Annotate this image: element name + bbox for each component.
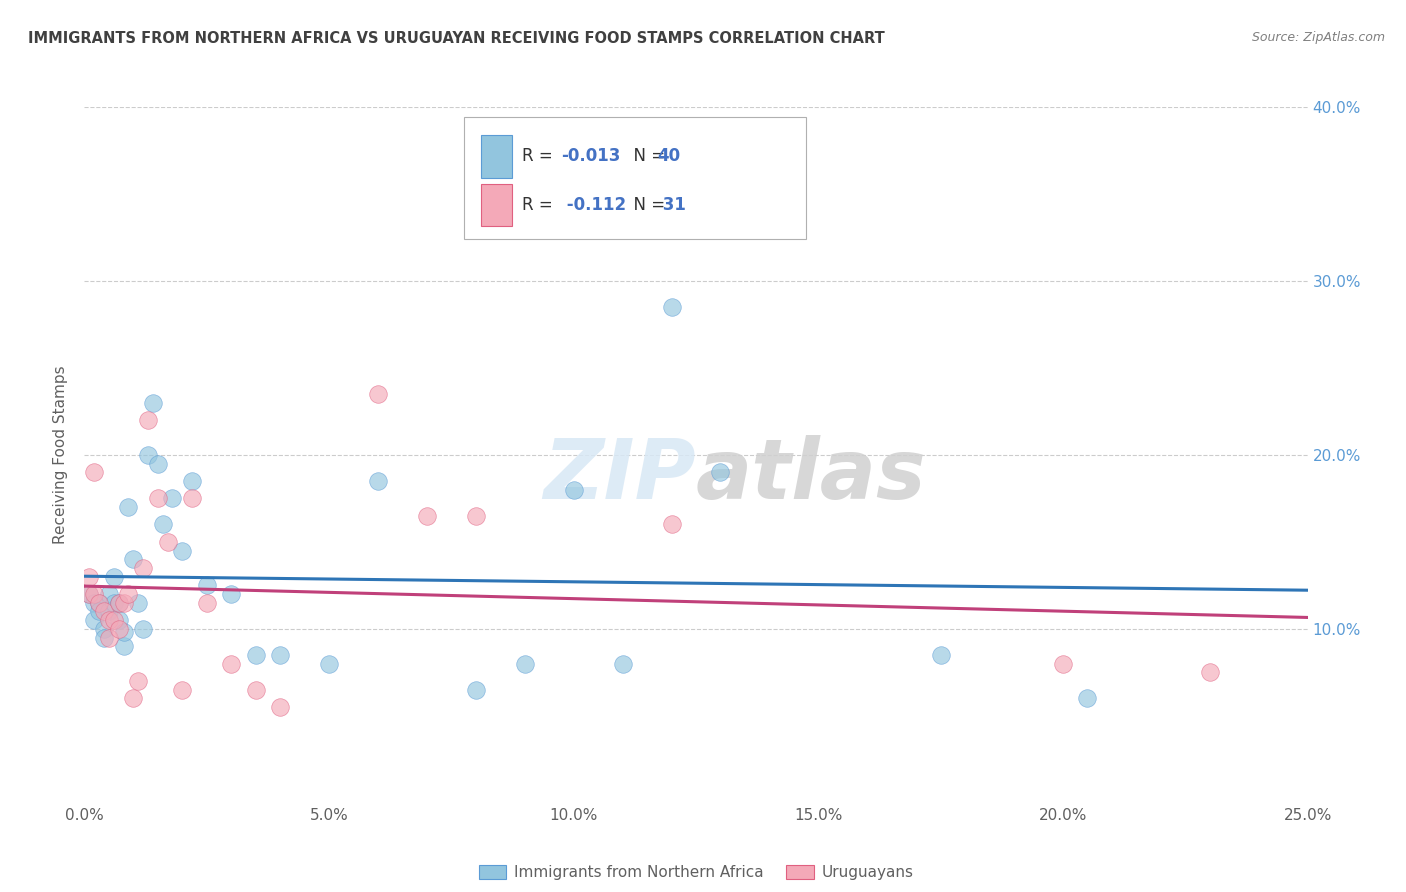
Point (87, 605, 110, 619)
Legend: Immigrants from Northern Africa, Uruguayans: Immigrants from Northern Africa, Uruguay… (472, 859, 920, 887)
Point (1076, 691, 1098, 706)
Text: N =: N = (623, 196, 671, 214)
Point (156, 534, 179, 549)
Point (181, 491, 204, 506)
Point (107, 596, 129, 610)
Point (195, 578, 218, 592)
Point (136, 413, 159, 427)
Point (245, 648, 267, 662)
Point (709, 466, 731, 480)
Point (87, 596, 110, 610)
Point (172, 682, 194, 697)
Point (122, 552, 145, 566)
Point (929, 648, 952, 662)
Point (1198, 665, 1220, 680)
Point (112, 639, 135, 653)
Point (117, 587, 139, 601)
Point (152, 517, 174, 532)
Point (107, 596, 129, 610)
Point (107, 613, 129, 627)
Point (367, 474, 389, 488)
Point (93, 622, 115, 636)
Point (661, 517, 683, 532)
Text: R =: R = (522, 147, 558, 165)
Point (103, 613, 125, 627)
Point (122, 691, 145, 706)
Text: -0.112: -0.112 (561, 196, 626, 214)
Point (77, 570, 100, 584)
Point (97, 587, 120, 601)
Point (269, 700, 291, 714)
Point (83, 596, 105, 610)
Text: -0.013: -0.013 (561, 147, 620, 165)
Point (87, 596, 110, 610)
Point (172, 543, 194, 558)
Text: R =: R = (522, 196, 558, 214)
Point (562, 483, 585, 497)
Point (136, 448, 159, 462)
Point (97, 605, 120, 619)
Point (83, 613, 105, 627)
Text: ZIP: ZIP (543, 435, 696, 516)
Point (146, 457, 169, 471)
Point (77, 587, 100, 601)
Point (77, 587, 100, 601)
Point (612, 657, 634, 671)
Point (127, 596, 149, 610)
Text: IMMIGRANTS FROM NORTHERN AFRICA VS URUGUAYAN RECEIVING FOOD STAMPS CORRELATION C: IMMIGRANTS FROM NORTHERN AFRICA VS URUGU… (28, 31, 884, 46)
Point (269, 648, 291, 662)
Point (97, 613, 120, 627)
Point (318, 657, 340, 671)
Point (117, 500, 139, 514)
Point (1052, 657, 1074, 671)
Text: 31: 31 (657, 196, 686, 214)
Point (416, 508, 439, 523)
Point (146, 491, 169, 506)
Point (83, 466, 105, 480)
Point (513, 657, 536, 671)
Point (162, 491, 184, 506)
Point (219, 657, 242, 671)
Point (97, 631, 120, 645)
Point (107, 622, 129, 636)
Point (132, 561, 155, 575)
Point (181, 474, 204, 488)
Text: Source: ZipAtlas.com: Source: ZipAtlas.com (1251, 31, 1385, 45)
Point (112, 596, 135, 610)
Point (132, 622, 155, 636)
Text: N =: N = (623, 147, 671, 165)
Point (127, 674, 149, 689)
Point (103, 570, 125, 584)
Point (112, 625, 135, 640)
Point (142, 395, 165, 409)
Point (219, 587, 242, 601)
Point (464, 682, 486, 697)
Point (245, 682, 267, 697)
Text: 40: 40 (657, 147, 681, 165)
Text: atlas: atlas (696, 435, 927, 516)
Point (83, 587, 105, 601)
Point (195, 596, 218, 610)
Point (93, 631, 115, 645)
Y-axis label: Receiving Food Stamps: Receiving Food Stamps (53, 366, 69, 544)
Point (103, 596, 125, 610)
Point (367, 387, 389, 401)
Point (661, 300, 683, 314)
Point (93, 605, 115, 619)
Point (464, 508, 486, 523)
